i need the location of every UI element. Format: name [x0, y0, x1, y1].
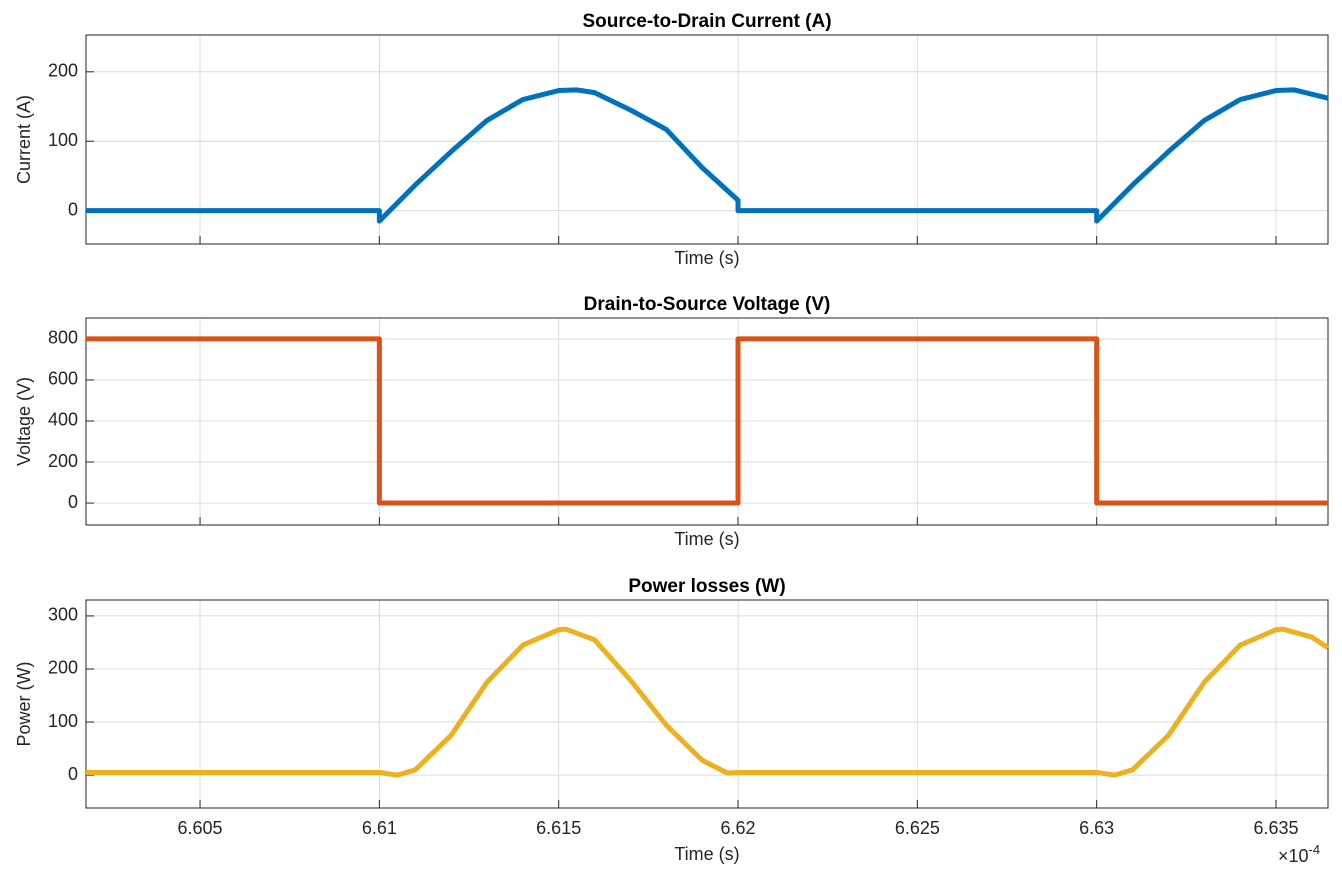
- y-tick-label: 400: [48, 410, 78, 430]
- data-line: [86, 87, 1329, 224]
- y-tick-label: 0: [68, 492, 78, 512]
- y-tick-label: 600: [48, 369, 78, 389]
- x-tick-label: 6.635: [1253, 818, 1298, 838]
- plot-area: [86, 600, 1328, 808]
- x-tick-label: 6.63: [1079, 818, 1114, 838]
- y-tick-label: 100: [48, 711, 78, 731]
- y-tick-label: 0: [68, 764, 78, 784]
- y-tick-label: 800: [48, 328, 78, 348]
- x-tick-label: 6.625: [895, 818, 940, 838]
- plot-area: [86, 318, 1328, 525]
- chart-title: Source-to-Drain Current (A): [582, 11, 831, 32]
- y-tick-label: 300: [48, 605, 78, 625]
- x-exponent-power: -4: [1309, 842, 1321, 857]
- x-axis-label: Time (s): [674, 529, 739, 549]
- y-axis-label: Power (W): [14, 662, 34, 747]
- axes-box: [85, 599, 1329, 809]
- x-exponent-base: ×10: [1278, 846, 1309, 866]
- x-tick-label: 6.605: [178, 818, 223, 838]
- axes-box: [85, 34, 1329, 245]
- x-axis-label: Time (s): [674, 844, 739, 864]
- x-tick-label: 6.61: [362, 818, 397, 838]
- chart-title: Power losses (W): [628, 576, 785, 597]
- y-tick-label: 200: [48, 658, 78, 678]
- x-axis-label: Time (s): [674, 248, 739, 268]
- y-tick-label: 0: [68, 199, 78, 219]
- chart-title: Drain-to-Source Voltage (V): [584, 294, 831, 315]
- data-line: [86, 626, 1330, 778]
- x-tick-label: 6.62: [720, 818, 755, 838]
- y-axis-label: Current (A): [14, 95, 34, 184]
- y-tick-label: 100: [48, 130, 78, 150]
- axes-box: [85, 317, 1329, 526]
- y-tick-label: 200: [48, 61, 78, 81]
- data-line: [86, 336, 1328, 506]
- y-axis-label: Voltage (V): [14, 377, 34, 466]
- y-tick-label: 200: [48, 451, 78, 471]
- x-tick-label: 6.615: [536, 818, 581, 838]
- x-exponent: ×10-4: [1278, 842, 1320, 865]
